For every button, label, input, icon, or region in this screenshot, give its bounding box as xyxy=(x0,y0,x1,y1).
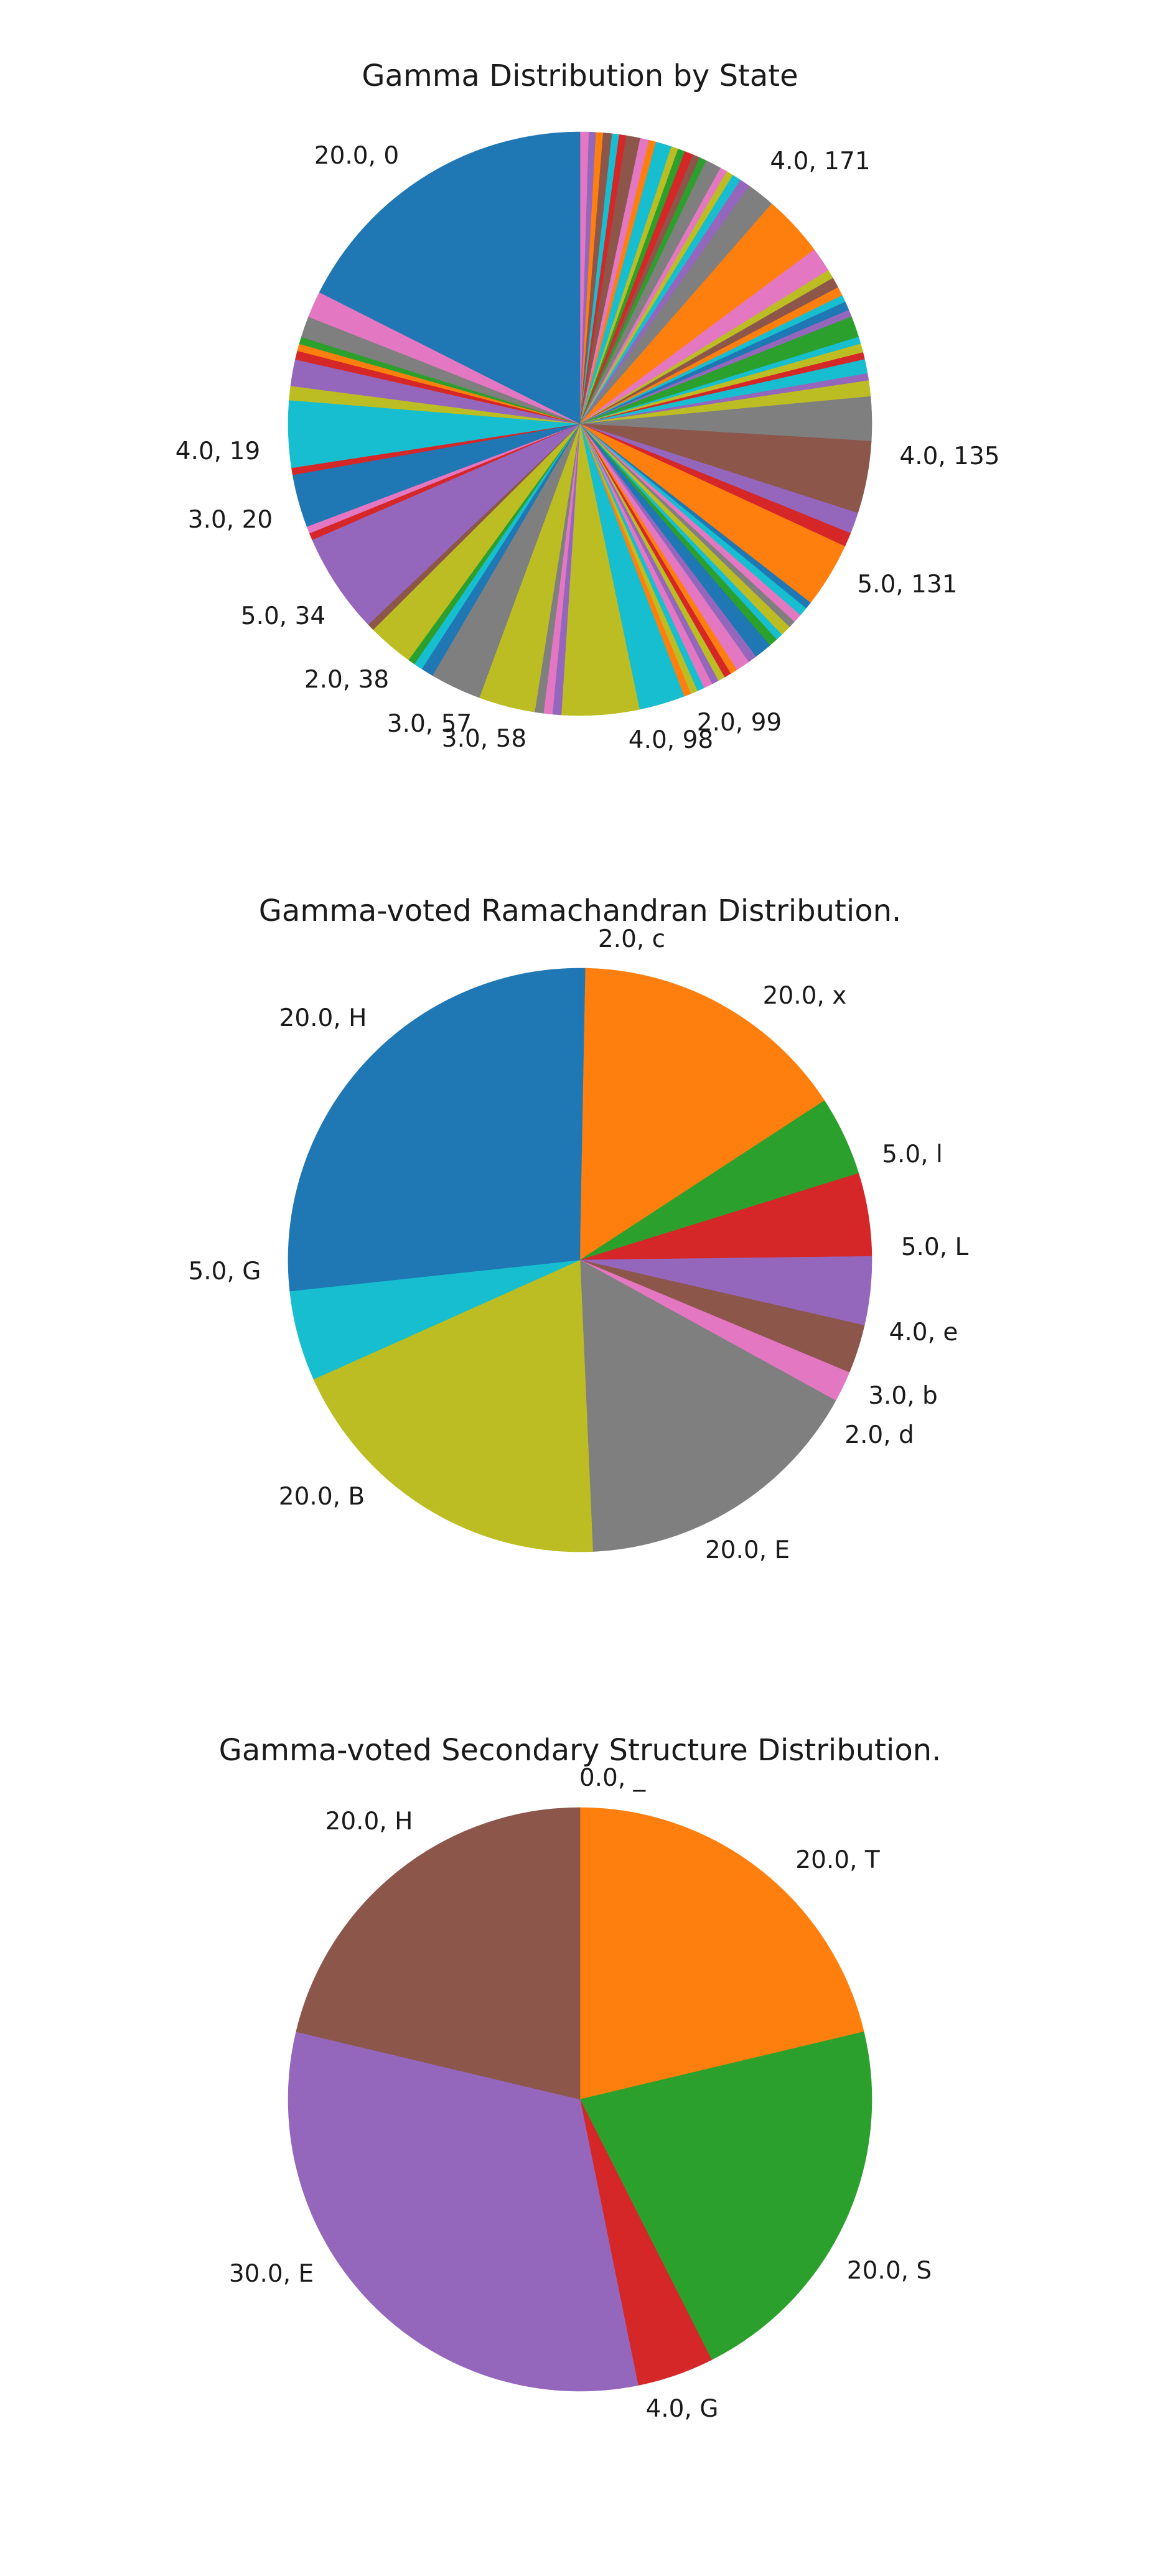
slice-label-3-0-58: 3.0, 58 xyxy=(442,725,526,753)
slice-label-2-0-38: 2.0, 38 xyxy=(304,666,389,694)
ramachandran-pie-slices xyxy=(288,968,872,1552)
slice-label-5-0-L: 5.0, L xyxy=(901,1233,969,1261)
state-pie-chart: Gamma Distribution by State 20.0, 0 4.0,… xyxy=(175,58,1000,754)
secondary-structure-pie-labels: 0.0, _ 20.0, T 20.0, S 4.0, G 30.0, E 20… xyxy=(229,1764,932,2423)
state-pie-labels: 20.0, 0 4.0, 171 4.0, 135 5.0, 131 2.0, … xyxy=(175,142,1000,754)
slice-label-20-0-E: 20.0, E xyxy=(705,1536,790,1564)
slice-20-0-e xyxy=(579,1259,836,1552)
slice-label-4-0-135: 4.0, 135 xyxy=(899,442,999,470)
slice-5-0-34 xyxy=(312,423,581,625)
ramachandran-pie-labels: 2.0, c 20.0, x 5.0, l 5.0, L 4.0, e 3.0,… xyxy=(188,925,968,1564)
slice-label-4-0-19: 4.0, 19 xyxy=(175,437,260,465)
slice-label-20-0-x: 20.0, x xyxy=(763,982,847,1010)
slice-label-30-0-E: 30.0, E xyxy=(229,2260,314,2288)
slice-label-20-0-H: 20.0, H xyxy=(279,1004,367,1032)
slice-label-3-0-20: 3.0, 20 xyxy=(188,506,273,534)
slice-label-20-0-0: 20.0, 0 xyxy=(314,142,399,170)
slice-label-2-0-d: 2.0, d xyxy=(844,1421,914,1449)
slice-20-0-b xyxy=(313,1259,593,1552)
ramachandran-pie-chart: Gamma-voted Ramachandran Distribution. 2… xyxy=(188,894,968,1564)
secondary-structure-pie-title: Gamma-voted Secondary Structure Distribu… xyxy=(219,1733,942,1768)
slice-30-0-e xyxy=(288,2031,638,2392)
slice-label-20-0-T: 20.0, T xyxy=(795,1846,880,1874)
slice-label-3-0-b: 3.0, b xyxy=(868,1382,938,1410)
slice-label-4-0-98: 4.0, 98 xyxy=(629,726,713,754)
slice-20-0-0 xyxy=(319,131,581,424)
secondary-structure-pie-chart: Gamma-voted Secondary Structure Distribu… xyxy=(219,1733,942,2423)
slice-label-3-0-57: 3.0, 57 xyxy=(387,710,472,738)
slice-label-4-0-G: 4.0, G xyxy=(645,2395,718,2423)
slice-label-20-0-S: 20.0, S xyxy=(847,2257,932,2285)
slice-20-0-h xyxy=(296,1807,581,2100)
ramachandran-pie-title: Gamma-voted Ramachandran Distribution. xyxy=(259,894,902,928)
slice-label-5-0-34: 5.0, 34 xyxy=(241,602,325,630)
slice-label-2-0-99: 2.0, 99 xyxy=(697,709,782,737)
slice-label-4-0-e: 4.0, e xyxy=(889,1318,958,1346)
slice-label-0-0-underscore: 0.0, _ xyxy=(579,1764,646,1792)
slice-20-0-t xyxy=(579,1807,864,2100)
slice-label-5-0-131: 5.0, 131 xyxy=(857,571,957,599)
slice-5-0-g xyxy=(289,1259,581,1380)
secondary-structure-pie-slices xyxy=(288,1807,872,2392)
slice-label-4-0-171: 4.0, 171 xyxy=(770,147,870,175)
slice-20-0-h xyxy=(288,968,581,1292)
slice-20-0-x xyxy=(579,968,825,1261)
slice-label-20-0-H: 20.0, H xyxy=(325,1808,413,1836)
slice-label-2-0-c: 2.0, c xyxy=(598,925,665,953)
slice-label-5-0-G: 5.0, G xyxy=(188,1258,261,1286)
slice-20-0-s xyxy=(579,2031,872,2360)
state-pie-title: Gamma Distribution by State xyxy=(362,58,798,93)
slice-label-20-0-B: 20.0, B xyxy=(279,1483,365,1511)
slice-label-5-0-l: 5.0, l xyxy=(882,1141,943,1169)
state-pie-slices xyxy=(288,131,872,716)
